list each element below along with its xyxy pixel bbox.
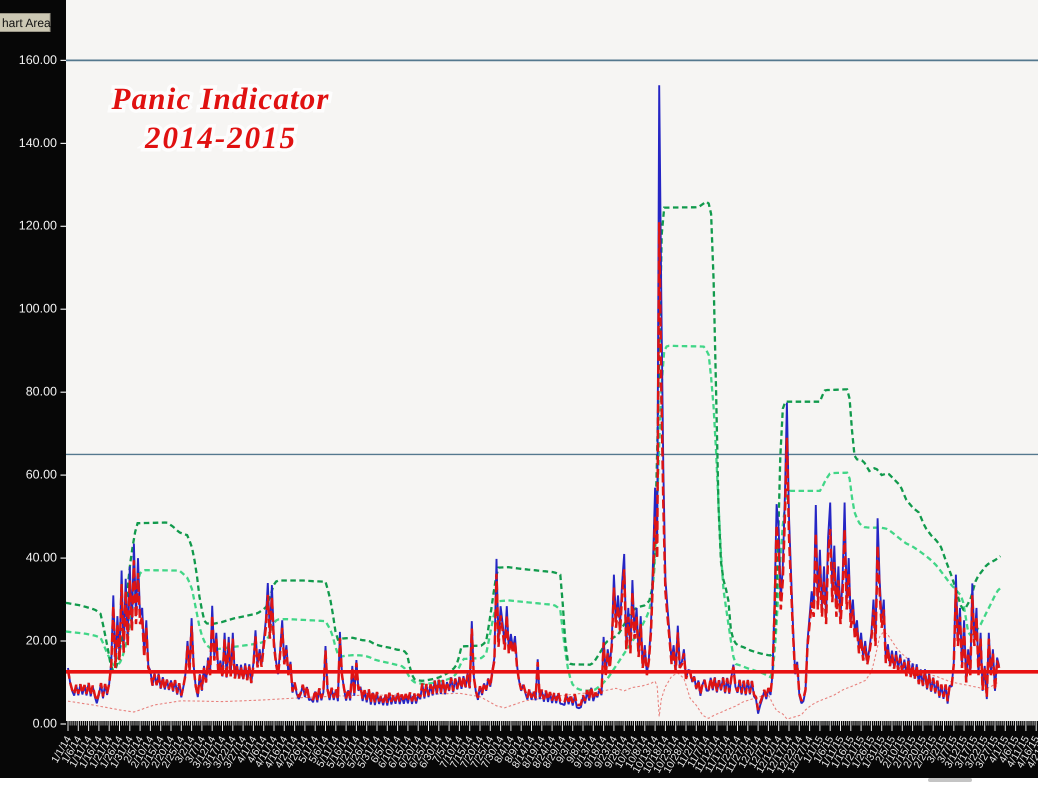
svg-text:160.00: 160.00 xyxy=(19,53,57,67)
svg-text:100.00: 100.00 xyxy=(19,302,57,316)
svg-text:40.00: 40.00 xyxy=(26,551,57,565)
svg-text:140.00: 140.00 xyxy=(19,136,57,150)
svg-text:Panic Indicator: Panic Indicator xyxy=(111,81,330,116)
svg-text:2014-2015: 2014-2015 xyxy=(144,120,295,155)
svg-text:20.00: 20.00 xyxy=(26,633,57,647)
svg-text:0.00: 0.00 xyxy=(33,716,57,730)
svg-text:Panic Indicator: Panic Indicator xyxy=(111,81,330,116)
svg-text:hart Area: hart Area xyxy=(2,16,51,30)
svg-text:60.00: 60.00 xyxy=(26,468,57,482)
svg-text:2014-2015: 2014-2015 xyxy=(144,120,295,155)
svg-text:80.00: 80.00 xyxy=(26,385,57,399)
svg-text:120.00: 120.00 xyxy=(19,219,57,233)
